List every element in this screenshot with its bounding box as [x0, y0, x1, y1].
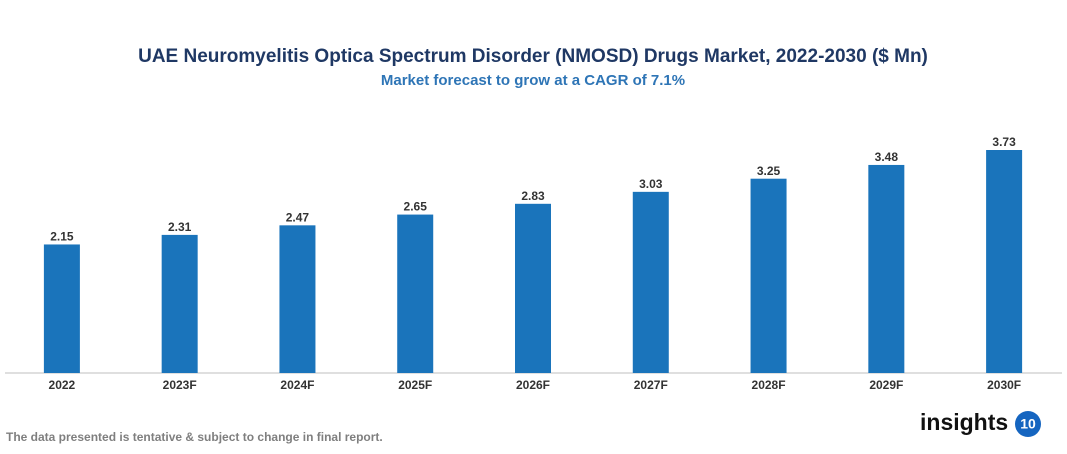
- x-tick-label: 2028F: [752, 378, 786, 392]
- x-tick-label: 2022: [49, 378, 76, 392]
- bar: [397, 214, 434, 373]
- x-tick-label: 2027F: [634, 378, 668, 392]
- x-tick-label: 2030F: [987, 378, 1021, 392]
- x-tick-label: 2024F: [280, 378, 314, 392]
- value-label: 2.65: [404, 200, 428, 214]
- value-label: 2.15: [50, 230, 74, 244]
- value-label: 2.47: [286, 211, 310, 225]
- bar: [279, 225, 316, 373]
- logo-badge: [1015, 411, 1041, 437]
- bar: [632, 191, 669, 373]
- chart-title: UAE Neuromyelitis Optica Spectrum Disord…: [138, 46, 928, 67]
- value-label: 3.73: [992, 135, 1016, 149]
- bar: [161, 234, 198, 373]
- x-tick-label: 2029F: [869, 378, 903, 392]
- x-tick-label: 2025F: [398, 378, 432, 392]
- bar: [868, 164, 905, 373]
- bar: [750, 178, 787, 373]
- value-label: 2.31: [168, 220, 192, 234]
- x-tick-label: 2023F: [163, 378, 197, 392]
- footnote: The data presented is tentative & subjec…: [6, 430, 383, 444]
- value-label: 3.03: [639, 177, 663, 191]
- bar: [986, 150, 1023, 373]
- logo-badge-text: 10: [1020, 416, 1036, 432]
- value-label: 3.48: [875, 150, 899, 164]
- logo-text: insights: [920, 409, 1008, 435]
- bar: [43, 244, 80, 373]
- x-tick-label: 2026F: [516, 378, 550, 392]
- value-label: 3.25: [757, 164, 781, 178]
- bar: [515, 203, 551, 373]
- value-label: 2.83: [521, 189, 545, 203]
- chart-subtitle: Market forecast to grow at a CAGR of 7.1…: [381, 72, 685, 89]
